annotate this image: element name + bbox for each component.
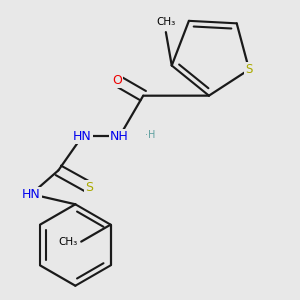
Text: HN: HN — [73, 130, 92, 143]
Text: CH₃: CH₃ — [156, 17, 176, 27]
Text: NH: NH — [110, 130, 129, 143]
Text: S: S — [245, 63, 253, 76]
Text: S: S — [85, 181, 93, 194]
Text: O: O — [112, 74, 122, 87]
Text: HN: HN — [22, 188, 40, 201]
Text: CH₃: CH₃ — [58, 237, 78, 247]
Text: ·H: ·H — [145, 130, 155, 140]
